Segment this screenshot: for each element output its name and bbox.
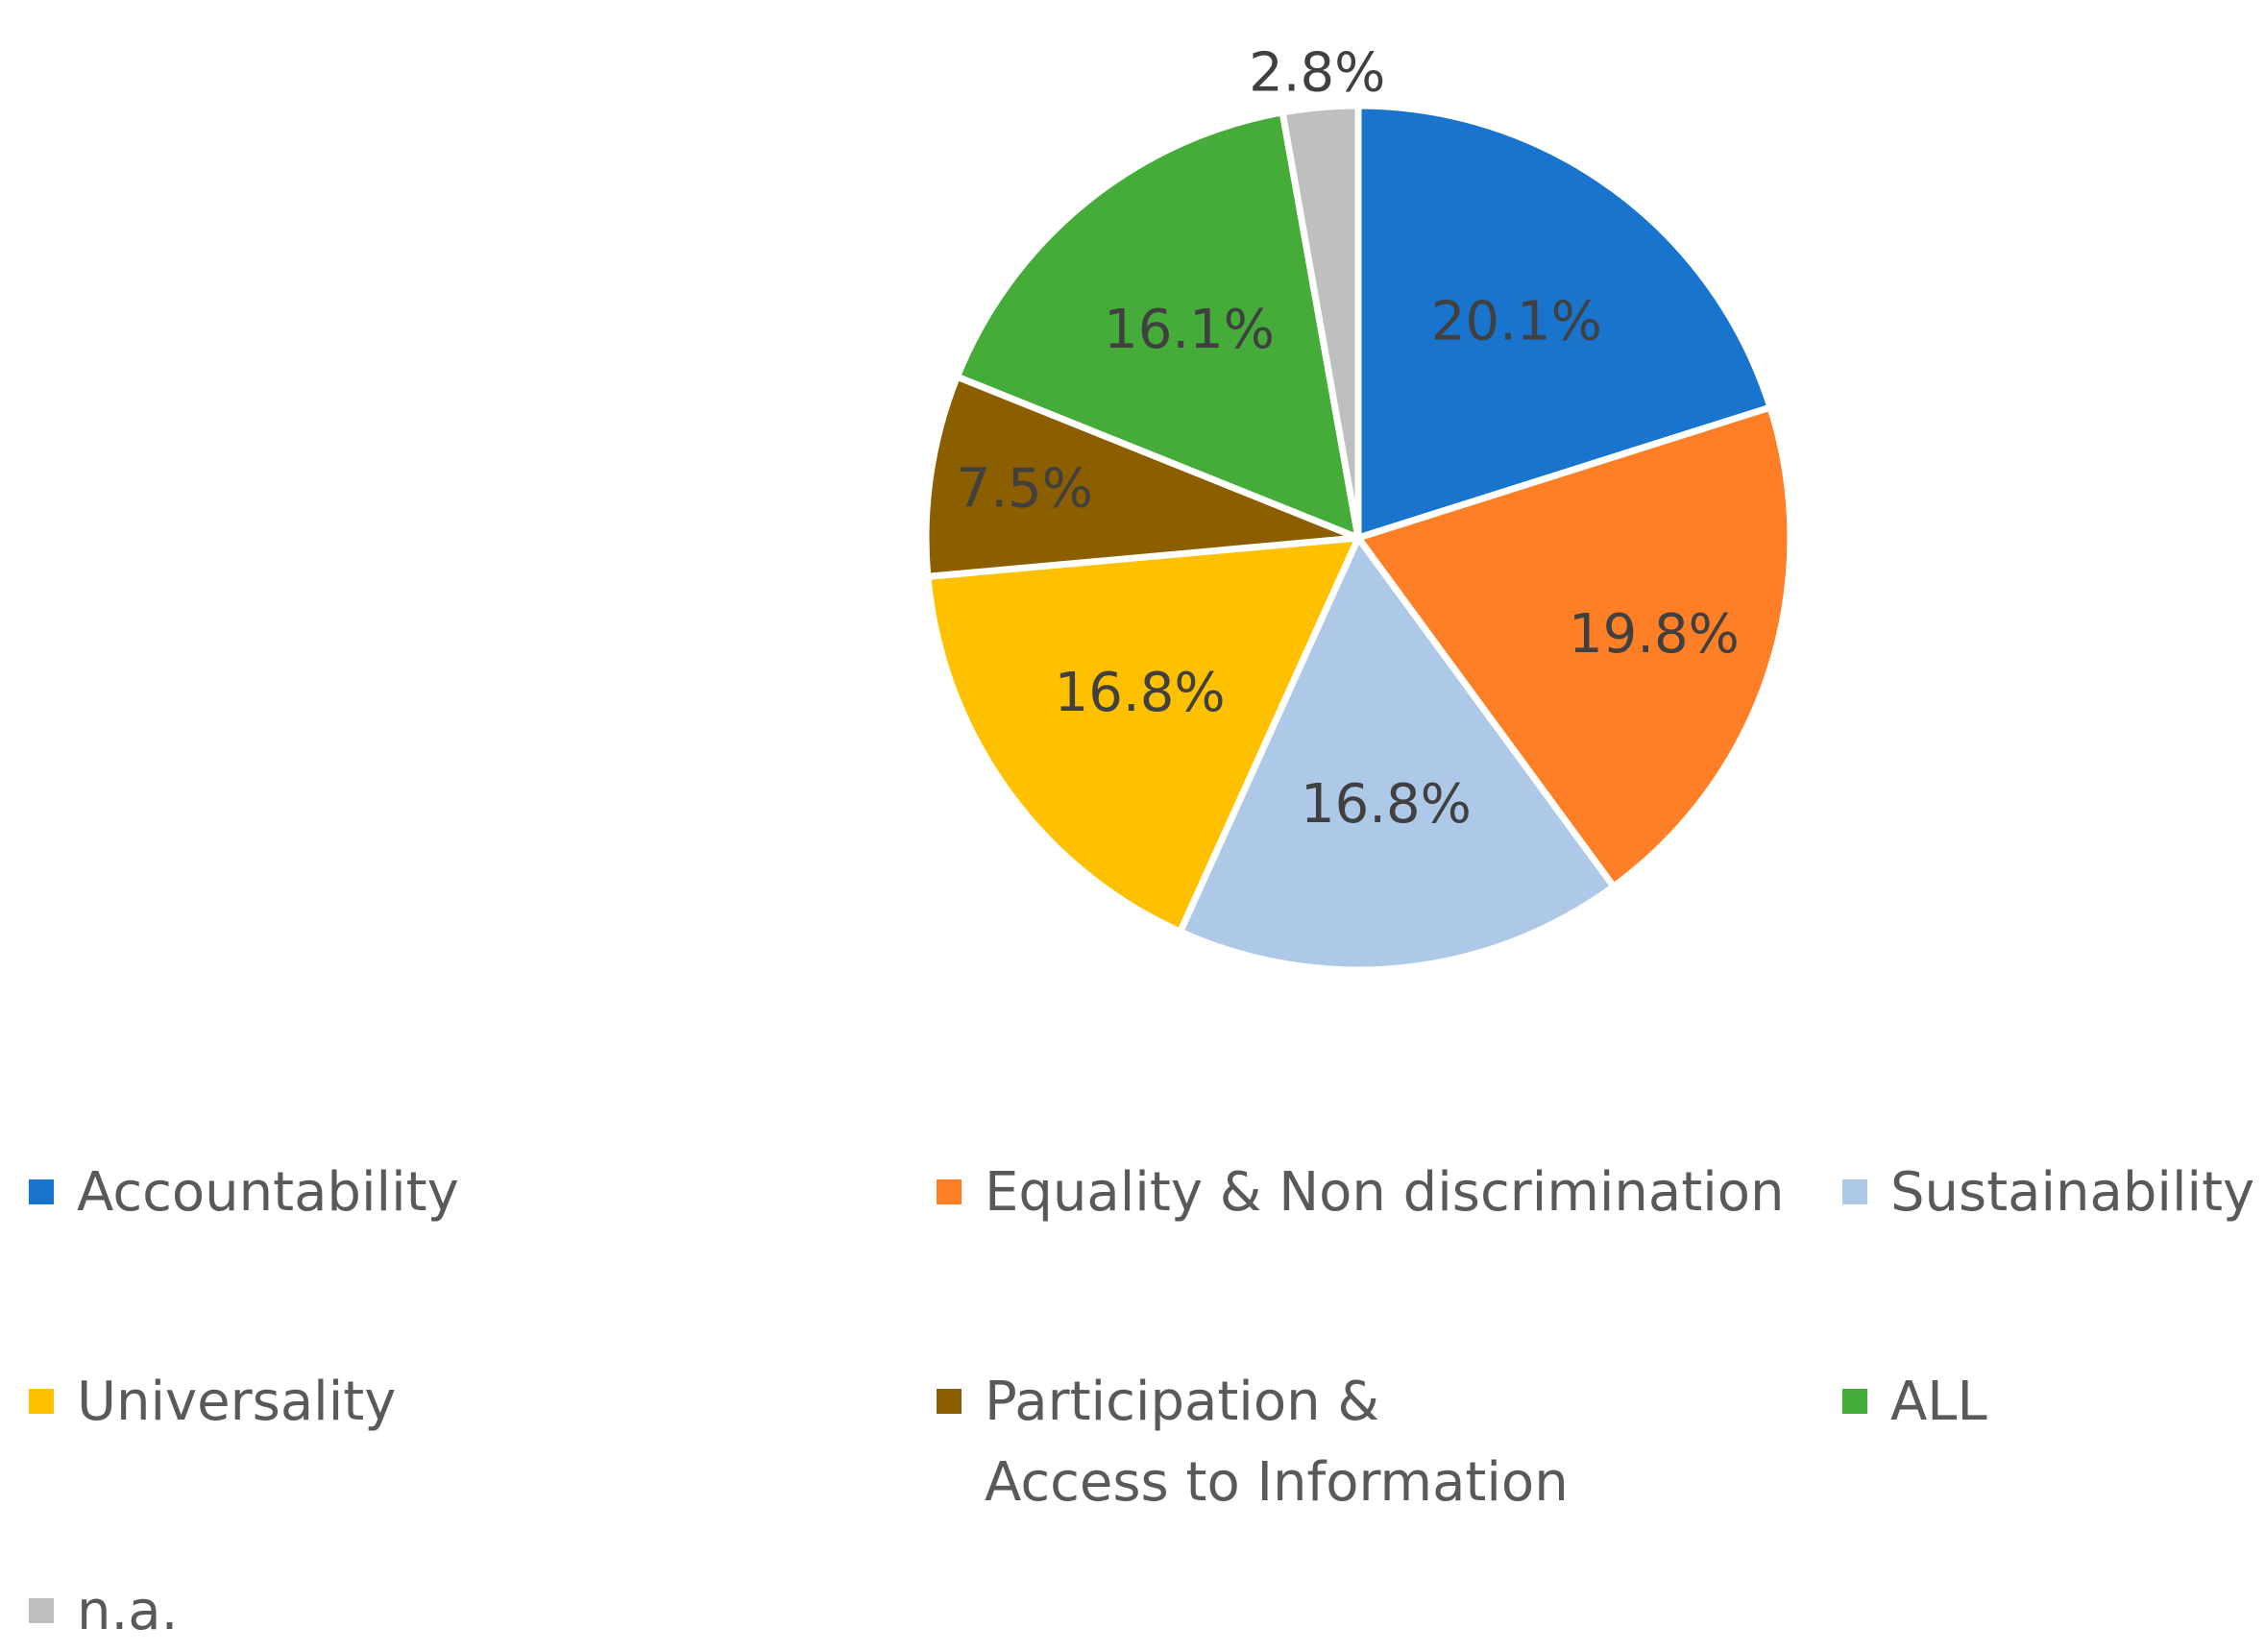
pie-slice-0 <box>1354 102 1774 542</box>
pie-slice-1 <box>1354 403 1794 890</box>
legend-item-na: n.a. <box>29 1571 178 1652</box>
data-label-6: 2.8% <box>1249 41 1385 104</box>
legend-swatch <box>1842 1179 1867 1204</box>
legend-swatch <box>937 1389 962 1414</box>
legend-item-all: ALL <box>1842 1362 1987 1443</box>
data-label-0: 20.1% <box>1431 290 1602 352</box>
legend-label: Sustainability <box>1890 1161 2255 1224</box>
legend-item-universality: Universality <box>29 1362 396 1443</box>
data-label-4: 7.5% <box>957 457 1093 520</box>
legend-item-equality: Equality & Non discrimination <box>937 1153 1785 1233</box>
legend-item-sustainability: Sustainability <box>1842 1153 2254 1233</box>
legend-swatch <box>29 1389 54 1414</box>
legend-label: Equality & Non discrimination <box>985 1161 1785 1224</box>
legend-label: Accountability <box>77 1161 459 1224</box>
pie-slice-3 <box>924 534 1362 935</box>
pie-slice-2 <box>1177 534 1618 974</box>
pie-slice-6 <box>1279 102 1362 542</box>
pie-slice-5 <box>953 109 1362 542</box>
legend-label: Universality <box>77 1371 397 1433</box>
legend-item-participation: Participation & Access to Information <box>937 1362 1569 1523</box>
data-label-2: 16.8% <box>1301 773 1472 836</box>
legend-item-accountability: Accountability <box>29 1153 459 1233</box>
pie-slices <box>922 102 1794 974</box>
pie-slice-4 <box>922 373 1362 580</box>
legend-swatch <box>29 1598 54 1623</box>
legend-label: n.a. <box>77 1580 179 1642</box>
data-label-1: 19.8% <box>1569 603 1740 666</box>
pie-data-labels: 20.1% 19.8% 16.8% 16.8% 7.5% 16.1% 2.8% <box>957 41 1740 836</box>
legend-swatch <box>29 1179 54 1204</box>
legend-label: ALL <box>1890 1371 1987 1433</box>
legend-swatch <box>937 1179 962 1204</box>
data-label-5: 16.1% <box>1104 299 1275 361</box>
legend-label: Participation & Access to Information <box>985 1371 1569 1514</box>
legend-swatch <box>1842 1389 1867 1414</box>
data-label-3: 16.8% <box>1055 662 1226 724</box>
